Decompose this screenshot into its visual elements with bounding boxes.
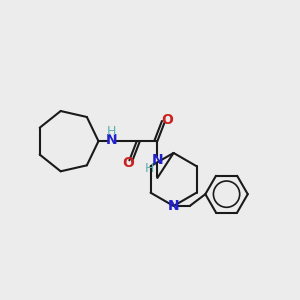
Text: H: H [107, 125, 116, 138]
Text: N: N [168, 199, 179, 213]
Text: H: H [144, 162, 154, 175]
Text: N: N [105, 133, 117, 147]
Text: O: O [161, 113, 173, 127]
Text: O: O [122, 156, 134, 170]
Text: N: N [152, 153, 163, 167]
